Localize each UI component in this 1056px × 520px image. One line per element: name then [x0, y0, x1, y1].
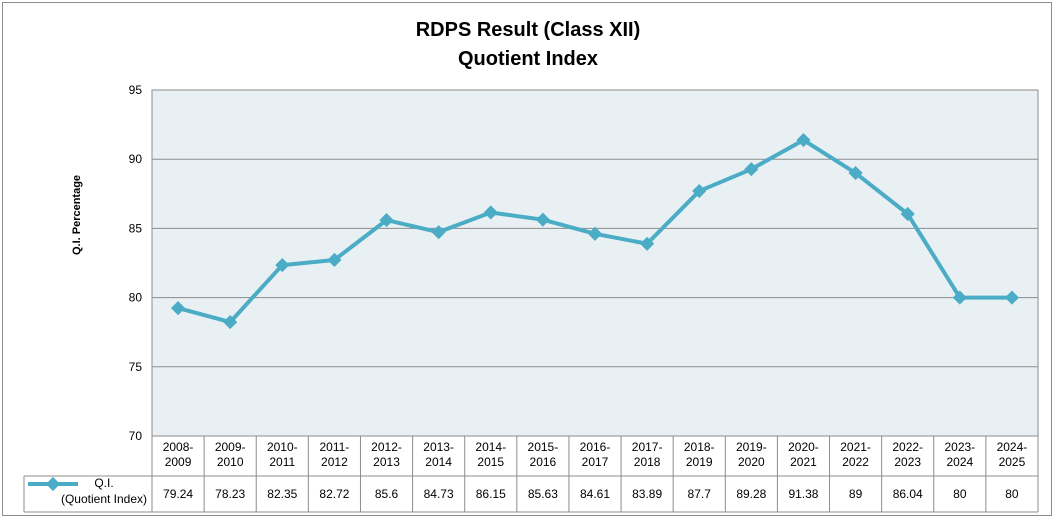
legend-series-name: Q.I.: [94, 476, 113, 490]
table-data-cell: 89.28: [736, 487, 766, 501]
y-tick-label: 75: [129, 360, 143, 374]
table-data-cell: 78.23: [215, 487, 245, 501]
data-point-marker: [223, 315, 238, 330]
table-data-cell: 87.7: [688, 487, 712, 501]
x-category-label: 2023-2024: [944, 440, 975, 469]
table-data-cell: 80: [953, 487, 967, 501]
table-data-cell: 80: [1005, 487, 1019, 501]
x-category-label: 2012-2013: [371, 440, 402, 469]
table-data-cell: 83.89: [632, 487, 662, 501]
gridlines: [152, 89, 1038, 437]
data-point-marker: [900, 206, 915, 222]
x-category-label: 2020-2021: [788, 440, 819, 469]
table-data-cell: 79.24: [163, 487, 193, 501]
table-data-cell: 86.04: [893, 487, 923, 501]
x-category-label: 2011-2012: [320, 440, 350, 469]
y-tick-label: 90: [129, 152, 143, 166]
legend-series-name-line2: (Quotient Index): [61, 492, 147, 506]
data-point-marker: [327, 252, 342, 268]
x-category-label: 2013-2014: [423, 440, 454, 469]
x-category-label: 2024-2025: [997, 440, 1028, 469]
data-point-marker: [848, 165, 863, 181]
table-data-cell: 91.38: [788, 487, 818, 501]
x-category-label: 2010-2011: [267, 440, 298, 469]
y-tick-label: 95: [129, 83, 143, 97]
data-point-marker: [431, 225, 446, 240]
y-tick-label: 85: [129, 221, 143, 235]
data-table: 2008-2009 2009-2010 2010-2011 2011-2012 2012…: [23, 436, 1039, 513]
x-category-label: 2021-2022: [840, 440, 871, 469]
y-tick-label: 70: [129, 429, 143, 443]
y-axis-label: Q.I. Percentage: [71, 175, 83, 255]
data-point-marker: [483, 205, 498, 220]
chart-subtitle: Quotient Index: [458, 48, 598, 70]
data-point-marker: [170, 301, 186, 316]
x-category-label: 2008-2009: [163, 440, 194, 469]
data-point-marker: [275, 258, 290, 273]
x-category-label: 2017-2018: [632, 440, 663, 469]
legend-marker-key: [45, 476, 61, 492]
x-category-label: 2014-2015: [475, 440, 506, 469]
data-point-marker: [640, 236, 655, 251]
x-category-label: 2015-2016: [528, 440, 559, 469]
chart-title: RDPS Result (Class XII): [416, 19, 641, 41]
data-point-marker: [952, 290, 967, 305]
data-point-marker: [796, 133, 811, 148]
table-data-cell: 86.15: [476, 487, 506, 501]
x-category-label: 2009-2010: [215, 440, 246, 469]
series-line-group: [170, 133, 1020, 330]
table-data-cell: 82.72: [319, 487, 349, 501]
table-data-cell: 84.61: [580, 487, 610, 501]
x-category-label: 2016-2017: [580, 440, 611, 469]
table-data-cell: 84.73: [424, 487, 454, 501]
y-axis-ticks: 70 75 80 85 90 95: [129, 83, 143, 443]
data-point-marker: [587, 226, 603, 241]
x-category-label: 2022-2023: [892, 440, 923, 469]
table-data-cell: 89: [849, 487, 863, 501]
data-point-marker: [744, 162, 759, 177]
table-data-cell: 85.63: [528, 487, 558, 501]
data-point-marker: [379, 213, 394, 228]
table-data-cell: 85.6: [375, 487, 399, 501]
data-point-marker: [692, 183, 707, 199]
y-tick-label: 80: [129, 291, 143, 305]
table-data-cell: 82.35: [267, 487, 297, 501]
data-point-marker: [1004, 290, 1020, 305]
x-category-label: 2019-2020: [736, 440, 767, 469]
data-point-marker: [535, 212, 550, 227]
x-category-label: 2018-2019: [684, 440, 715, 469]
